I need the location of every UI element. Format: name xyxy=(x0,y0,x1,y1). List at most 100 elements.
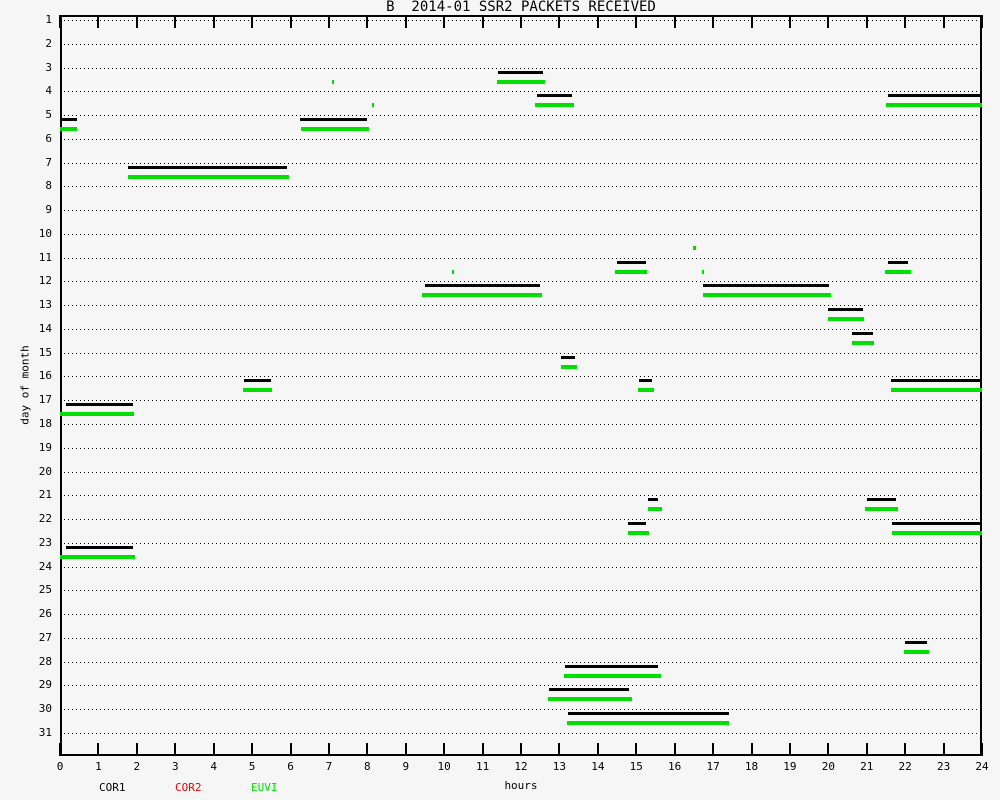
segment-cor1-day-14 xyxy=(852,331,874,335)
hour-tick-23 xyxy=(942,15,945,28)
y-tick-label-19: 19 xyxy=(38,440,52,454)
hour-tick-21 xyxy=(865,15,868,28)
x-tick-label-16: 16 xyxy=(668,760,682,773)
y-tick-label-29: 29 xyxy=(38,678,52,692)
segment-cor1-day-17 xyxy=(66,403,133,407)
hour-tick-5 xyxy=(251,15,254,28)
segment-cor1-day-21 xyxy=(647,498,659,502)
y-tick-label-25: 25 xyxy=(38,583,52,597)
y-tick-label-18: 18 xyxy=(38,417,52,431)
x-tick-label-2: 2 xyxy=(133,760,141,773)
hour-tick-11 xyxy=(481,743,484,756)
hour-tick-8 xyxy=(366,15,369,28)
x-tick-label-5: 5 xyxy=(248,760,256,773)
segment-euvi-day-10 xyxy=(692,245,696,250)
grid-line-day-7 xyxy=(60,162,982,164)
hour-tick-3 xyxy=(174,15,177,28)
segment-cor1-day-4 xyxy=(887,94,982,98)
segment-cor1-day-27 xyxy=(905,640,927,644)
grid-line-day-25 xyxy=(60,590,982,592)
grid-line-day-30 xyxy=(60,709,982,711)
x-tick-label-15: 15 xyxy=(629,760,643,773)
grid-line-day-23 xyxy=(60,542,982,544)
grid-line-day-19 xyxy=(60,447,982,449)
y-tick-label-27: 27 xyxy=(38,630,52,644)
hour-tick-2 xyxy=(135,743,138,756)
hour-tick-2 xyxy=(135,15,138,28)
grid-line-day-10 xyxy=(60,233,982,235)
hour-tick-20 xyxy=(827,15,830,28)
y-tick-label-7: 7 xyxy=(45,155,52,169)
grid-line-day-12 xyxy=(60,281,982,283)
segment-euvi-day-11 xyxy=(885,269,912,274)
segment-euvi-day-4 xyxy=(885,103,982,108)
segment-euvi-day-11 xyxy=(701,269,704,274)
hour-tick-10 xyxy=(443,743,446,756)
segment-euvi-day-13 xyxy=(828,317,865,322)
chart-title: B 2014-01 SSR2 PACKETS RECEIVED xyxy=(386,0,656,15)
segment-cor1-day-22 xyxy=(891,522,982,526)
segment-euvi-day-30 xyxy=(567,721,729,726)
grid-line-day-8 xyxy=(60,186,982,188)
hour-tick-11 xyxy=(481,15,484,28)
segment-euvi-day-22 xyxy=(891,531,982,536)
y-tick-label-23: 23 xyxy=(38,535,52,549)
y-tick-label-16: 16 xyxy=(38,369,52,383)
segment-cor1-day-11 xyxy=(617,260,647,264)
segment-euvi-day-4 xyxy=(371,103,375,108)
hour-tick-7 xyxy=(327,743,330,756)
segment-cor1-day-21 xyxy=(866,498,896,502)
grid-line-day-5 xyxy=(60,115,982,117)
hour-tick-12 xyxy=(520,743,522,756)
hour-tick-5 xyxy=(251,743,254,756)
grid-line-day-11 xyxy=(60,257,982,259)
grid-line-day-14 xyxy=(60,328,982,330)
segment-cor1-day-12 xyxy=(424,284,541,288)
grid-line-day-13 xyxy=(60,305,982,307)
legend-item-cor1: COR1 xyxy=(99,781,126,794)
x-tick-label-10: 10 xyxy=(437,760,451,773)
x-tick-label-4: 4 xyxy=(210,760,217,773)
hour-tick-3 xyxy=(174,743,177,756)
x-tick-label-21: 21 xyxy=(860,760,874,773)
segment-euvi-day-5 xyxy=(60,127,78,132)
y-tick-label-1: 1 xyxy=(45,13,52,26)
segment-euvi-day-4 xyxy=(535,103,574,108)
segment-euvi-day-16 xyxy=(242,388,273,393)
segment-cor1-day-29 xyxy=(549,688,629,692)
segment-euvi-day-28 xyxy=(564,673,662,678)
hour-tick-0 xyxy=(59,15,61,28)
segment-euvi-day-5 xyxy=(300,127,370,132)
hour-tick-24 xyxy=(981,743,983,756)
segment-cor1-day-22 xyxy=(628,522,646,526)
x-axis-title: hours xyxy=(504,779,538,792)
segment-cor1-day-7 xyxy=(127,165,288,169)
hour-tick-13 xyxy=(558,15,561,28)
grid-line-day-27 xyxy=(60,637,982,639)
y-tick-label-10: 10 xyxy=(38,226,52,240)
grid-line-day-15 xyxy=(60,352,982,354)
plot-area xyxy=(59,15,983,756)
hour-tick-6 xyxy=(289,15,292,28)
x-tick-label-3: 3 xyxy=(171,760,179,773)
segment-euvi-day-17 xyxy=(60,412,135,417)
segment-euvi-day-23 xyxy=(60,554,135,559)
x-tick-label-17: 17 xyxy=(706,760,720,773)
hour-tick-10 xyxy=(443,15,446,28)
grid-line-day-16 xyxy=(60,376,982,378)
segment-euvi-day-11 xyxy=(451,269,455,274)
hour-tick-4 xyxy=(212,743,215,756)
hour-tick-16 xyxy=(673,743,676,756)
segment-euvi-day-29 xyxy=(548,697,632,702)
y-tick-label-28: 28 xyxy=(38,654,52,668)
y-tick-label-15: 15 xyxy=(38,345,52,359)
y-tick-label-8: 8 xyxy=(45,179,52,193)
grid-line-day-26 xyxy=(60,614,982,616)
hour-tick-16 xyxy=(673,15,676,28)
segment-euvi-day-12 xyxy=(703,293,831,298)
hour-tick-15 xyxy=(635,743,638,756)
segment-cor1-day-28 xyxy=(564,664,659,668)
segment-cor1-day-5 xyxy=(300,118,368,122)
segment-cor1-day-23 xyxy=(66,545,133,549)
